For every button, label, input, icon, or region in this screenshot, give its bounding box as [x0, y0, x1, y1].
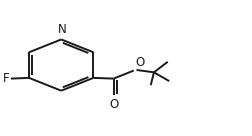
Text: O: O — [136, 56, 145, 69]
Text: F: F — [3, 72, 10, 85]
Text: O: O — [109, 98, 118, 111]
Text: N: N — [58, 23, 67, 36]
